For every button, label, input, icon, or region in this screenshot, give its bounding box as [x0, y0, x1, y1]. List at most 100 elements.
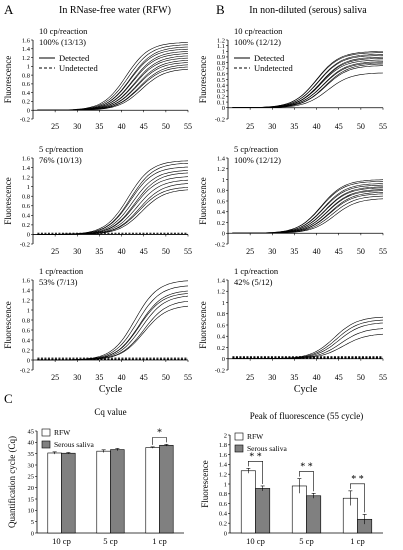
- y-tick-label: 1: [27, 307, 30, 314]
- chart-layer: -0.200.20.40.60.811.21.41.625 30 35 40 45 50 5…: [3, 26, 387, 546]
- y-tick-label: 0.4: [217, 334, 226, 341]
- bar-panel-1: 0 0.2 0.4 0.6 0.8 1 1.2 1.4 1.6 1.8 2 Peak of fluor…: [200, 411, 383, 546]
- x-tick-label: 25: [51, 122, 59, 131]
- y-tick-label: 0.6: [219, 501, 228, 508]
- x-tick-label: 55: [379, 122, 387, 131]
- legend-label: RFW: [247, 432, 264, 441]
- detected-curve: [37, 301, 189, 361]
- panel-annotation: 100% (12/12): [234, 37, 281, 47]
- y-tick-label: 35: [28, 451, 35, 458]
- bar: [240, 470, 256, 534]
- x-tick-label: 55: [184, 373, 192, 382]
- bar: [110, 449, 125, 534]
- detected-curve: [37, 166, 188, 235]
- y-tick-label: 1.2: [217, 289, 225, 296]
- bar-chart-title: Peak of fluorescence (55 cycle): [250, 411, 363, 421]
- x-axis-label: Cycle: [99, 384, 123, 395]
- y-axis-label: Fluorescence: [200, 460, 210, 507]
- y-tick-label: 0.4: [219, 511, 228, 518]
- y-tick-label: 0.2: [219, 521, 227, 528]
- y-axis-label: Fluorescence: [3, 177, 13, 224]
- x-tick-label: 45: [335, 373, 343, 382]
- x-tick-label: 40: [118, 122, 126, 131]
- x-tick-label: 25: [51, 373, 59, 382]
- y-tick-label: 20: [28, 485, 35, 492]
- x-tick-label: 30: [268, 122, 276, 131]
- x-tick-label: 35: [290, 247, 298, 256]
- y-tick-label: 0.3: [217, 88, 225, 95]
- y-tick-label: 1.2: [217, 37, 225, 44]
- detected-curve: [37, 285, 189, 361]
- y-tick-label: 0.2: [22, 347, 30, 354]
- bar: [145, 447, 160, 534]
- legend-swatch: [234, 432, 244, 441]
- y-axis-label: Fluorescence: [3, 56, 13, 103]
- x-tick-label: 50: [357, 373, 365, 382]
- x-tick-label: 45: [140, 122, 148, 131]
- y-tick-label: 0.6: [22, 203, 31, 210]
- y-tick-label: 0.2: [217, 220, 225, 227]
- x-tick-label: 50: [162, 373, 170, 382]
- x-tick-label: 25: [246, 247, 254, 256]
- y-tick-label: 0.8: [22, 72, 30, 79]
- significance-label: * *: [249, 451, 262, 462]
- y-tick-label: 1: [27, 64, 30, 71]
- bar: [255, 488, 271, 534]
- legend-label: Serous saliva: [247, 444, 287, 453]
- category-label: 10 cp: [246, 536, 265, 546]
- x-tick-label: 25: [246, 122, 254, 131]
- x-tick-label: 30: [73, 247, 81, 256]
- x-tick-label: 55: [184, 247, 192, 256]
- detected-curve: [232, 322, 384, 359]
- y-tick-label: 1: [224, 481, 227, 488]
- x-tick-label: 25: [246, 373, 254, 382]
- y-tick-label: 30: [28, 462, 35, 469]
- x-axis-label: Cycle: [294, 384, 318, 395]
- y-tick-label: 1.2: [22, 55, 30, 62]
- y-tick-label: 0.6: [22, 81, 31, 88]
- y-tick-label: -0.2: [215, 116, 225, 123]
- panel-annotation: 1 cp/reaction: [39, 266, 84, 276]
- panel-letter-c: C: [4, 391, 13, 406]
- y-tick-label: -0.2: [215, 241, 225, 248]
- x-tick-label: 40: [313, 122, 321, 131]
- y-tick-label: 25: [28, 474, 35, 481]
- x-tick-label: 30: [268, 247, 276, 256]
- y-tick-label: 10: [28, 508, 35, 515]
- y-tick-label: 40: [28, 440, 35, 447]
- y-tick-label: 0.4: [22, 213, 31, 220]
- legend-detected-label: Detected: [59, 53, 90, 63]
- significance-label: * *: [300, 462, 313, 473]
- y-tick-label: 0.8: [217, 60, 225, 67]
- y-tick-label: 0.6: [217, 198, 226, 205]
- y-tick-label: 1.4: [22, 165, 31, 172]
- x-tick-label: 55: [379, 247, 387, 256]
- y-tick-label: 0.2: [22, 222, 30, 229]
- legend-undetected-label: Undetected: [59, 63, 98, 73]
- detected-curve: [232, 72, 384, 108]
- line-panel-a-1: -0.2 0 0.2 0.4 0.6 0.8 1 1.2 1.4 1.6 25 30 35 40 45 50 5…: [3, 144, 192, 256]
- y-tick-label: 1.2: [217, 166, 225, 173]
- y-tick-label: 1.2: [22, 174, 30, 181]
- line-panel-b-0: -0.2 00.10.20.30.40.50.60.70.80.911.11.2 2…: [198, 26, 387, 131]
- x-tick-label: 35: [95, 247, 103, 256]
- legend-label: RFW: [54, 428, 71, 437]
- y-axis-label: Fluorescence: [198, 177, 208, 224]
- legend-detected-label: Detected: [254, 53, 285, 63]
- y-tick-label: 0.8: [219, 491, 227, 498]
- y-axis-label: Fluorescence: [198, 56, 208, 103]
- detected-curve: [232, 190, 384, 234]
- y-tick-label: -0.2: [20, 116, 30, 123]
- y-tick-label: 1.8: [219, 442, 227, 449]
- detected-curve: [37, 176, 189, 235]
- y-tick-label: 0.6: [22, 327, 31, 334]
- x-tick-label: 35: [95, 373, 103, 382]
- category-label: 5 cp: [299, 536, 313, 546]
- y-tick-label: 0: [222, 356, 225, 363]
- significance-bracket: [350, 483, 365, 513]
- y-tick-label: 1.2: [22, 297, 30, 304]
- y-tick-label: -0.2: [20, 241, 30, 248]
- line-panel-a-0: -0.20 0.2 0.4 0.6 0.81 1.2 1.4 1.6 25 30 35 40 45 50 5…: [3, 26, 192, 131]
- significance-label: *: [157, 427, 162, 438]
